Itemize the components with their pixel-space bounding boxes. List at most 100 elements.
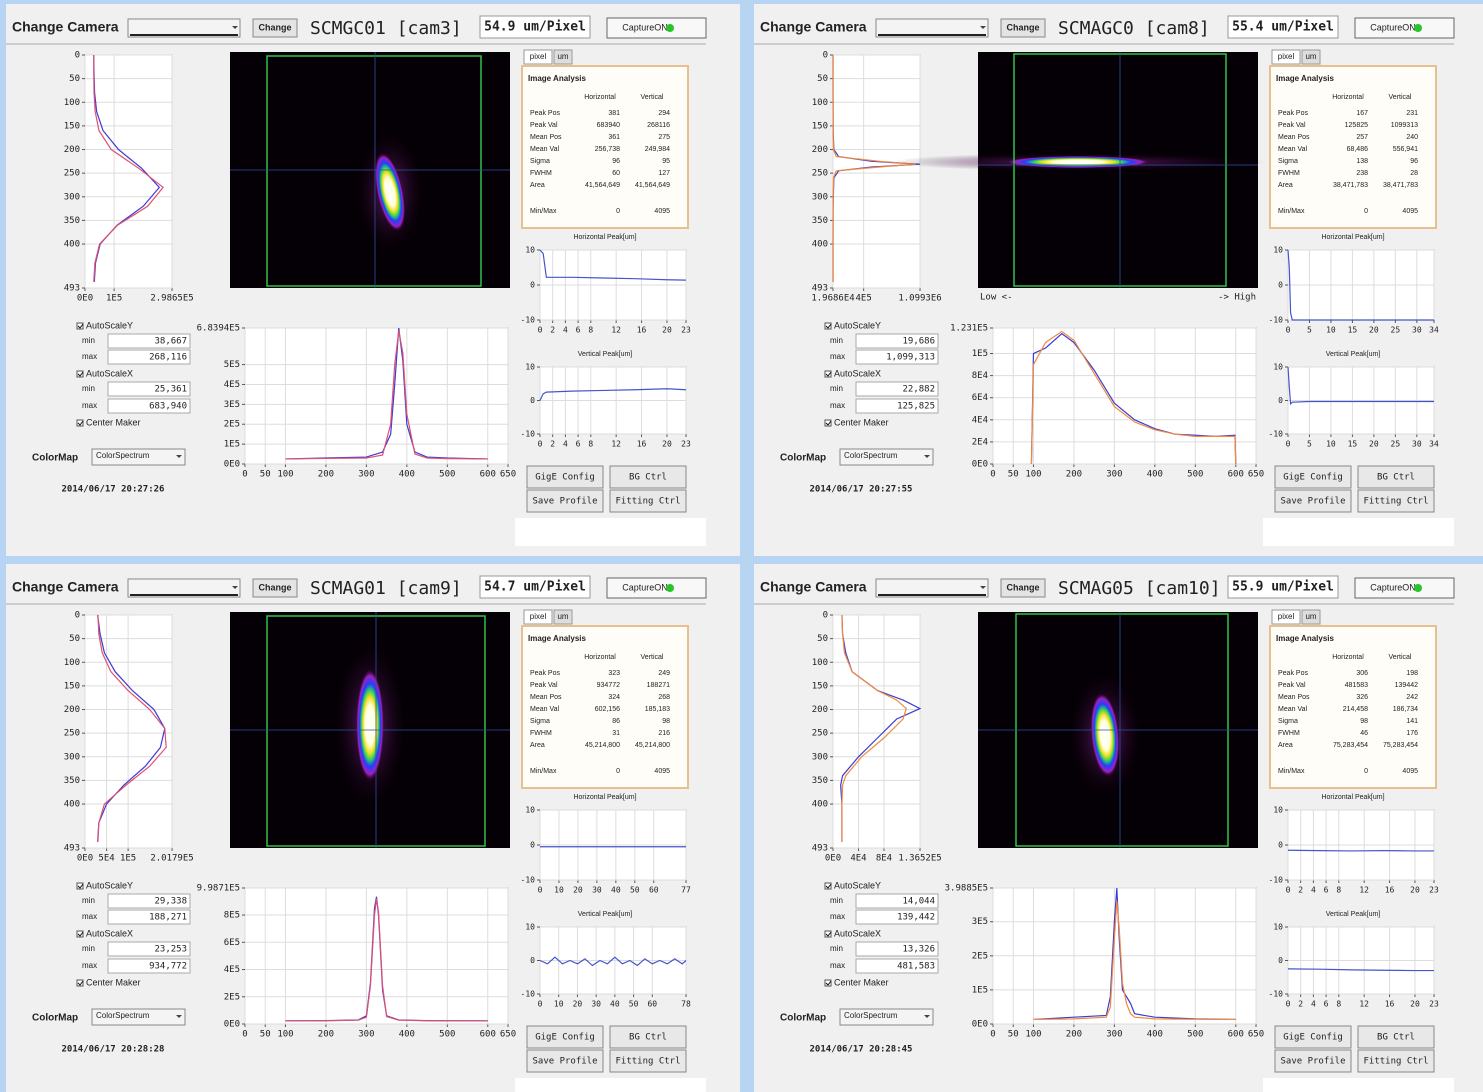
change-button[interactable] [1000, 578, 1046, 598]
checkbox[interactable] [76, 930, 84, 938]
y-tick-label: 400 [64, 240, 80, 250]
colormap-dropdown[interactable] [91, 1008, 186, 1026]
x-tick-label: 77 [681, 886, 691, 895]
camera-dropdown[interactable] [127, 18, 241, 38]
button[interactable] [609, 489, 687, 513]
checkbox[interactable] [824, 419, 832, 427]
x-tick-label: 0 [990, 1030, 995, 1040]
x-tick-label: 0 [538, 440, 543, 449]
value-field[interactable] [107, 349, 191, 365]
unit-tab[interactable] [1301, 609, 1321, 625]
analysis-row-label: Mean Pos [530, 694, 562, 701]
button[interactable] [526, 465, 604, 489]
change-button[interactable] [252, 578, 298, 598]
button[interactable] [526, 1049, 604, 1073]
value-field[interactable] [855, 909, 939, 925]
checkbox[interactable] [824, 882, 832, 890]
camera-panel: Change Camera Change SCMGC01 [cam3] 54.9 um… [6, 4, 740, 556]
value-field[interactable] [107, 398, 191, 414]
capture-toggle[interactable] [606, 577, 707, 599]
change-button[interactable] [1000, 18, 1046, 38]
dropdown-arrow [232, 26, 238, 29]
button[interactable] [1357, 465, 1435, 489]
value-field[interactable] [855, 349, 939, 365]
field-value: 188,271 [149, 913, 187, 923]
y-tick-label: 150 [64, 121, 80, 131]
button[interactable] [1357, 489, 1435, 513]
change-button[interactable] [252, 18, 298, 38]
checkbox[interactable] [824, 322, 832, 330]
button[interactable] [1357, 1049, 1435, 1073]
unit-tab[interactable] [523, 609, 553, 625]
checkbox[interactable] [824, 979, 832, 987]
capture-label: CaptureON [622, 22, 668, 32]
value-field[interactable] [107, 909, 191, 925]
scale-box [479, 575, 591, 599]
checkbox[interactable] [76, 370, 84, 378]
button[interactable] [1357, 1025, 1435, 1049]
x-tick-label: 30 [1412, 326, 1422, 335]
analysis-value: 75,283,454 [1333, 742, 1368, 749]
button[interactable] [526, 489, 604, 513]
colormap-dropdown[interactable] [839, 1008, 934, 1026]
y-tick-label: 0 [530, 281, 535, 290]
checkbox[interactable] [76, 419, 84, 427]
camera-dropdown[interactable] [875, 18, 989, 38]
unit-tab[interactable] [553, 49, 573, 65]
analysis-box [521, 65, 689, 229]
colormap-dropdown[interactable] [839, 448, 934, 466]
value-field[interactable] [855, 381, 939, 397]
value-field[interactable] [107, 893, 191, 909]
x-tick-label: 12 [1359, 1000, 1369, 1009]
checkbox[interactable] [76, 882, 84, 890]
colormap-dropdown[interactable] [91, 448, 186, 466]
x-tick-label: 0 [1286, 886, 1291, 895]
checkmark [77, 883, 84, 889]
value-field[interactable] [855, 958, 939, 974]
x-tick-label: 50 [260, 470, 271, 480]
value-field[interactable] [107, 958, 191, 974]
unit-tab[interactable] [553, 609, 573, 625]
button[interactable] [609, 465, 687, 489]
button[interactable] [1274, 1049, 1352, 1073]
checkbox[interactable] [76, 322, 84, 330]
analysis-box [521, 625, 689, 789]
x-tick-label: 10 [554, 1000, 564, 1009]
value-field[interactable] [107, 381, 191, 397]
button[interactable] [609, 1025, 687, 1049]
analysis-value: 0 [616, 768, 620, 775]
value-field[interactable] [855, 941, 939, 957]
camera-dropdown[interactable] [875, 578, 989, 598]
button[interactable] [526, 1025, 604, 1049]
capture-toggle[interactable] [1354, 577, 1455, 599]
y-tick-label: 2E5 [224, 992, 240, 1002]
unit-tab[interactable] [523, 49, 553, 65]
value-field[interactable] [855, 893, 939, 909]
checkbox[interactable] [76, 979, 84, 987]
timestamp: 2014/06/17 20:27:26 [62, 485, 165, 495]
value-field[interactable] [107, 941, 191, 957]
button[interactable] [1274, 465, 1352, 489]
button-label: Save Profile [532, 497, 597, 507]
value-field[interactable] [855, 333, 939, 349]
analysis-value: 0 [616, 208, 620, 215]
button[interactable] [1274, 489, 1352, 513]
camera-dropdown[interactable] [127, 578, 241, 598]
checkbox[interactable] [824, 930, 832, 938]
button[interactable] [609, 1049, 687, 1073]
unit-tab[interactable] [1271, 49, 1301, 65]
analysis-value: 138 [1356, 158, 1368, 165]
value-field[interactable] [855, 398, 939, 414]
analysis-title: Image Analysis [528, 74, 587, 83]
value-field[interactable] [107, 333, 191, 349]
checkbox[interactable] [824, 370, 832, 378]
analysis-row-label: FWHM [530, 730, 552, 737]
unit-tab-label: pixel [530, 52, 547, 61]
capture-toggle[interactable] [1354, 17, 1455, 39]
button[interactable] [1274, 1025, 1352, 1049]
analysis-value: 275 [658, 134, 670, 141]
x-tick-label: 0E0 [77, 294, 93, 304]
unit-tab[interactable] [1271, 609, 1301, 625]
unit-tab[interactable] [1301, 49, 1321, 65]
capture-toggle[interactable] [606, 17, 707, 39]
